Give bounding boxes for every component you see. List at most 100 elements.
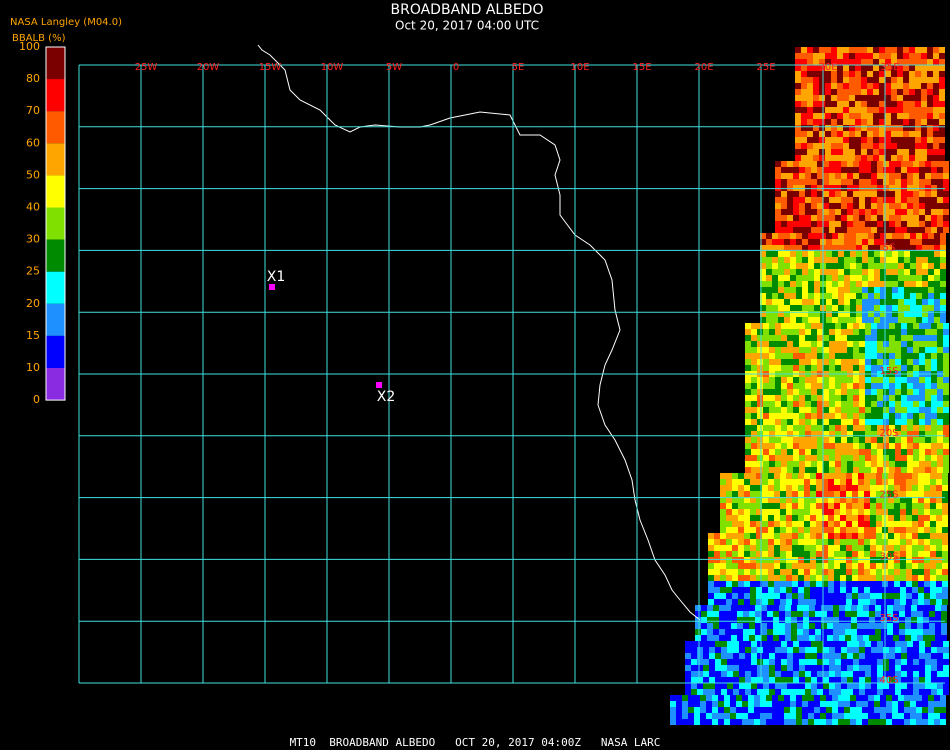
imagery-cell — [895, 683, 901, 689]
imagery-cell — [939, 125, 945, 131]
imagery-cell — [874, 719, 880, 725]
imagery-cell — [867, 149, 873, 155]
imagery-cell — [901, 425, 907, 431]
imagery-cell — [856, 269, 862, 275]
imagery-cell — [786, 593, 792, 599]
imagery-cell — [826, 707, 832, 713]
imagery-cell — [835, 347, 841, 353]
imagery-cell — [910, 317, 916, 323]
imagery-cell — [913, 167, 919, 173]
imagery-cell — [750, 497, 756, 503]
imagery-cell — [847, 341, 853, 347]
imagery-cell — [792, 581, 798, 587]
imagery-cell — [865, 323, 871, 329]
imagery-cell — [841, 179, 847, 185]
imagery-cell — [816, 509, 822, 515]
imagery-cell — [864, 527, 870, 533]
imagery-cell — [919, 179, 925, 185]
imagery-cell — [829, 227, 835, 233]
imagery-cell — [823, 689, 829, 695]
imagery-cell — [852, 533, 858, 539]
imagery-cell — [853, 425, 859, 431]
imagery-cell — [731, 635, 737, 641]
imagery-cell — [774, 545, 780, 551]
imagery-cell — [787, 209, 793, 215]
imagery-cell — [793, 335, 799, 341]
imagery-cell — [808, 239, 814, 245]
imagery-cell — [837, 125, 843, 131]
imagery-cell — [772, 713, 778, 719]
imagery-cell — [858, 491, 864, 497]
imagery-cell — [916, 281, 922, 287]
imagery-cell — [813, 53, 819, 59]
imagery-cell — [855, 89, 861, 95]
imagery-cell — [798, 533, 804, 539]
imagery-cell — [943, 647, 949, 653]
imagery-cell — [901, 353, 907, 359]
imagery-cell — [841, 425, 847, 431]
imagery-cell — [931, 647, 937, 653]
imagery-cell — [853, 167, 859, 173]
imagery-cell — [891, 155, 897, 161]
imagery-cell — [940, 311, 946, 317]
imagery-cell — [907, 461, 913, 467]
imagery-cell — [880, 299, 886, 305]
imagery-cell — [925, 443, 931, 449]
imagery-cell — [939, 131, 945, 137]
imagery-cell — [917, 617, 923, 623]
imagery-cell — [865, 689, 871, 695]
imagery-cell — [840, 587, 846, 593]
imagery-cell — [843, 89, 849, 95]
imagery-cell — [813, 101, 819, 107]
imagery-cell — [823, 641, 829, 647]
imagery-cell — [927, 131, 933, 137]
imagery-cell — [763, 431, 769, 437]
imagery-cell — [823, 401, 829, 407]
imagery-cell — [865, 443, 871, 449]
imagery-cell — [903, 47, 909, 53]
legend-swatch — [46, 207, 65, 240]
imagery-cell — [811, 437, 817, 443]
imagery-cell — [852, 503, 858, 509]
imagery-cell — [762, 575, 768, 581]
legend-tick-label: 30 — [26, 233, 40, 246]
imagery-cell — [805, 173, 811, 179]
imagery-cell — [769, 665, 775, 671]
imagery-cell — [850, 269, 856, 275]
imagery-cell — [821, 635, 827, 641]
imagery-cell — [851, 623, 857, 629]
imagery-cell — [763, 653, 769, 659]
imagery-cell — [823, 377, 829, 383]
imagery-cell — [790, 251, 796, 257]
imagery-cell — [775, 167, 781, 173]
imagery-cell — [768, 563, 774, 569]
imagery-cell — [869, 611, 875, 617]
imagery-cell — [912, 539, 918, 545]
imagery-cell — [843, 95, 849, 101]
imagery-cell — [811, 329, 817, 335]
imagery-cell — [844, 239, 850, 245]
imagery-cell — [877, 395, 883, 401]
imagery-cell — [795, 131, 801, 137]
imagery-cell — [900, 497, 906, 503]
imagery-cell — [864, 569, 870, 575]
imagery-cell — [769, 335, 775, 341]
imagery-cell — [870, 599, 876, 605]
imagery-cell — [874, 263, 880, 269]
imagery-cell — [727, 683, 733, 689]
imagery-cell — [937, 227, 943, 233]
imagery-cell — [885, 53, 891, 59]
imagery-cell — [793, 353, 799, 359]
imagery-cell — [929, 629, 935, 635]
imagery-cell — [766, 695, 772, 701]
imagery-cell — [685, 653, 691, 659]
imagery-cell — [738, 569, 744, 575]
imagery-cell — [793, 383, 799, 389]
imagery-cell — [913, 323, 919, 329]
imagery-cell — [931, 347, 937, 353]
imagery-cell — [853, 431, 859, 437]
imagery-cell — [927, 125, 933, 131]
imagery-cell — [756, 599, 762, 605]
imagery-cell — [925, 353, 931, 359]
imagery-cell — [858, 473, 864, 479]
